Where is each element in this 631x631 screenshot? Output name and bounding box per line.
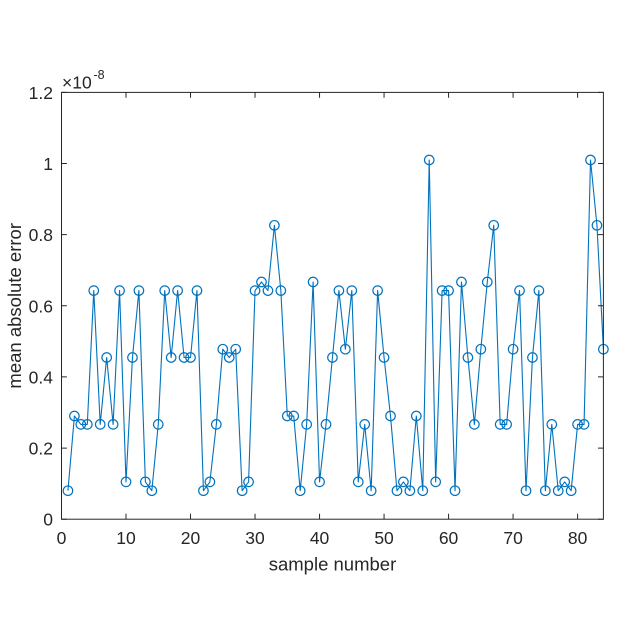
svg-text:-8: -8 xyxy=(94,68,105,82)
svg-text:10: 10 xyxy=(116,528,136,548)
svg-text:×10: ×10 xyxy=(62,73,92,93)
svg-text:30: 30 xyxy=(245,528,265,548)
svg-text:0: 0 xyxy=(57,528,67,548)
svg-text:0.4: 0.4 xyxy=(29,367,54,387)
svg-text:60: 60 xyxy=(439,528,459,548)
svg-text:1: 1 xyxy=(43,154,53,174)
svg-text:mean absolute error: mean absolute error xyxy=(4,223,25,389)
svg-text:0.6: 0.6 xyxy=(29,296,53,316)
svg-text:80: 80 xyxy=(568,528,588,548)
svg-text:50: 50 xyxy=(374,528,394,548)
svg-text:40: 40 xyxy=(310,528,330,548)
svg-text:20: 20 xyxy=(181,528,201,548)
svg-text:70: 70 xyxy=(503,528,523,548)
svg-text:sample number: sample number xyxy=(269,554,397,575)
svg-text:0.2: 0.2 xyxy=(29,439,53,459)
svg-text:0: 0 xyxy=(43,510,53,530)
svg-text:0.8: 0.8 xyxy=(29,225,53,245)
svg-text:1.2: 1.2 xyxy=(29,83,53,103)
